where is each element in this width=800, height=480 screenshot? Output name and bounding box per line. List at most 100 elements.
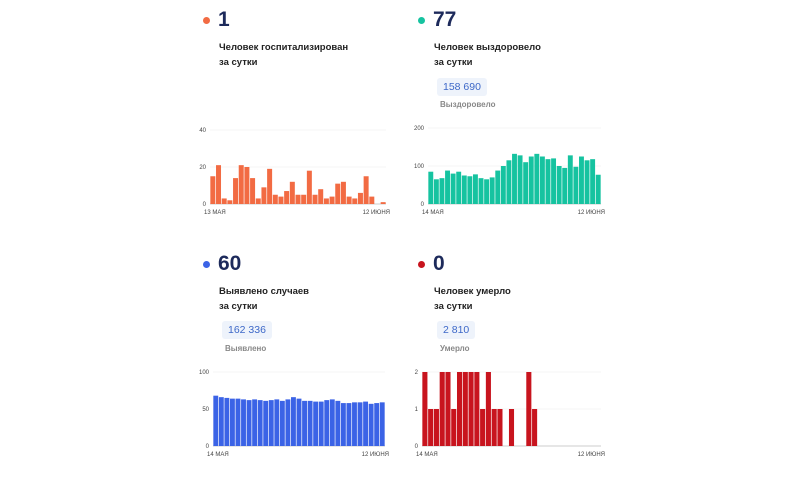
bar (257, 400, 263, 446)
bar (284, 191, 290, 204)
bar (472, 174, 478, 204)
bar (461, 175, 467, 204)
bar (346, 403, 352, 446)
bar (274, 399, 280, 446)
description-line: Человек умерло (434, 286, 511, 297)
bar (428, 171, 434, 204)
bar (439, 178, 445, 204)
bar (433, 179, 439, 204)
bar (324, 400, 330, 446)
bar (584, 160, 590, 204)
bar (573, 166, 579, 204)
bar (272, 194, 278, 204)
bar (227, 200, 233, 204)
x-tick-label: 12 ИЮНЯ (363, 210, 390, 216)
color-dot (418, 17, 425, 24)
daily-value: 60 (218, 252, 242, 275)
y-tick-label: 200 (414, 126, 425, 132)
bar (534, 153, 540, 204)
bar (532, 409, 538, 446)
bar (216, 165, 222, 204)
bar (456, 171, 462, 204)
y-tick-label: 100 (199, 370, 210, 376)
bar (263, 400, 269, 446)
description: Человек госпитализирован за сутки (219, 40, 348, 70)
bar (506, 160, 512, 204)
bar (352, 198, 358, 204)
y-tick-label: 2 (415, 370, 419, 376)
bar (255, 198, 261, 204)
bar (250, 178, 256, 204)
bar (374, 403, 380, 446)
bar (312, 194, 318, 204)
bar (363, 176, 369, 204)
x-tick-label: 12 ИЮНЯ (578, 452, 605, 458)
cumulative-label: Выявлено (225, 344, 267, 353)
cumulative-total: 2 810 (437, 321, 476, 339)
bar (213, 395, 219, 446)
bar (433, 409, 439, 446)
bar (357, 402, 363, 446)
bar (474, 372, 480, 446)
x-tick-label: 14 МАЯ (422, 210, 444, 216)
cumulative-label: Выздоровело (440, 100, 496, 109)
bar (528, 156, 534, 204)
bar (468, 372, 474, 446)
bar (369, 196, 375, 204)
chart-recovered: 200 100 0 14 МАЯ 12 ИЮНЯ (414, 126, 605, 216)
bar (491, 409, 497, 446)
bar (467, 176, 473, 204)
bar (291, 397, 296, 446)
bar (380, 202, 386, 204)
bar (357, 192, 363, 204)
y-tick-label: 40 (199, 128, 206, 134)
bar (235, 398, 241, 446)
bar (462, 372, 468, 446)
x-tick-label: 14 МАЯ (207, 452, 229, 458)
bar (229, 398, 235, 446)
x-tick-label: 12 ИЮНЯ (578, 210, 605, 216)
bar (422, 372, 428, 446)
bar (307, 400, 313, 446)
bar (302, 400, 307, 446)
bar (445, 372, 451, 446)
x-tick-label: 13 МАЯ (204, 210, 226, 216)
daily-value: 77 (433, 8, 457, 31)
bar (301, 194, 307, 204)
description-line: за сутки (434, 57, 473, 68)
bar (595, 174, 601, 204)
bar (261, 187, 267, 204)
description-line: Человек госпитализирован (219, 42, 349, 53)
bar (329, 196, 335, 204)
y-tick-label: 20 (199, 165, 206, 171)
bar (517, 155, 523, 204)
color-dot (418, 261, 425, 268)
bar (485, 372, 491, 446)
bar (579, 156, 584, 204)
chart-deaths: 2 1 0 14 МАЯ 12 ИЮНЯ (415, 370, 605, 458)
cumulative-total: 158 690 (437, 78, 487, 96)
bar (495, 170, 501, 204)
bar (379, 402, 385, 446)
bar (450, 173, 456, 204)
bar (221, 198, 227, 204)
bar (318, 401, 324, 446)
bar (296, 398, 302, 446)
bar (289, 181, 295, 204)
description-line: за сутки (434, 301, 473, 312)
bar (556, 166, 562, 204)
bar (512, 153, 517, 204)
bar (210, 176, 216, 204)
bar (244, 167, 250, 204)
bar (268, 400, 274, 446)
bar (241, 399, 246, 446)
description: Выявлено случаев за сутки (219, 284, 309, 314)
bar (526, 372, 532, 446)
bar (445, 170, 450, 204)
bar (500, 166, 506, 204)
description-line: Выявлено случаев (219, 286, 310, 297)
cumulative-total: 162 336 (222, 321, 272, 339)
y-tick-label: 0 (206, 444, 210, 450)
bar (352, 402, 357, 446)
bar (313, 401, 319, 446)
